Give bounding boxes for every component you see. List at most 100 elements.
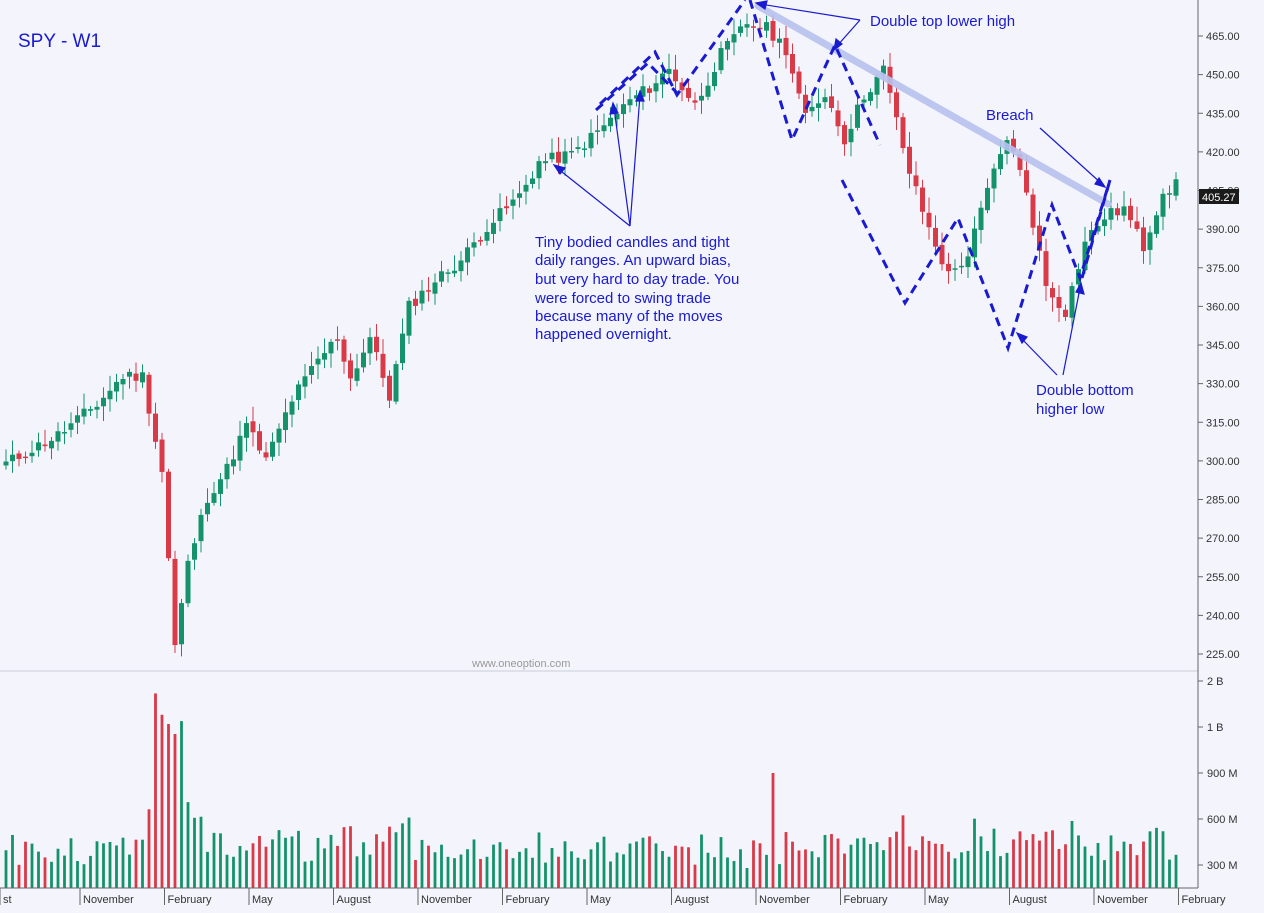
- candle-body: [3, 461, 9, 466]
- volume-bar: [342, 827, 346, 888]
- candle-body: [783, 37, 789, 56]
- volume-bar: [37, 851, 40, 888]
- candle-body: [257, 431, 262, 451]
- candle-body: [1167, 193, 1172, 195]
- volume-bar: [11, 834, 14, 888]
- candle-body: [621, 104, 626, 115]
- volume-bar: [1122, 841, 1126, 888]
- candle-body: [666, 68, 672, 74]
- candle-body: [374, 336, 379, 353]
- candle-body: [536, 161, 542, 179]
- volume-bar: [1129, 843, 1132, 888]
- candle-body: [816, 103, 821, 108]
- volume-bar: [466, 849, 469, 888]
- volume-bar: [1142, 841, 1145, 888]
- volume-bar: [693, 864, 697, 888]
- candle-body: [283, 412, 288, 431]
- candle-body: [270, 441, 275, 457]
- volume-bar: [388, 826, 391, 888]
- candle-body: [68, 423, 74, 430]
- volume-bar: [362, 842, 365, 888]
- volume-bar: [30, 843, 34, 888]
- volume-bar: [472, 839, 476, 888]
- candle-body: [49, 440, 54, 449]
- time-tick-label: May: [928, 894, 949, 906]
- time-tick-label: November: [759, 894, 810, 906]
- volume-bar: [147, 809, 151, 888]
- annotation-higher-low: higher low: [1036, 401, 1105, 418]
- candle-body: [803, 94, 808, 113]
- volume-bar: [940, 844, 944, 888]
- candle-body: [1043, 251, 1049, 286]
- watermark: www.oneoption.com: [471, 658, 570, 670]
- volume-bar: [1135, 855, 1139, 888]
- volume-bar: [69, 838, 73, 888]
- volume-bar: [323, 848, 326, 888]
- time-tick-label: February: [844, 894, 889, 906]
- candle-body: [75, 415, 80, 423]
- volume-bar: [862, 837, 866, 888]
- candle-body: [478, 240, 483, 242]
- candle-body: [179, 603, 184, 645]
- volume-bar: [596, 842, 599, 888]
- volume-bar: [297, 830, 300, 888]
- volume-bar: [414, 860, 417, 888]
- volume-bar: [602, 836, 606, 888]
- volume-bar: [570, 851, 573, 888]
- candle-body: [1011, 138, 1016, 152]
- volume-bar: [199, 816, 203, 888]
- volume-bar: [277, 830, 281, 888]
- volume-tick-label: 600 M: [1207, 814, 1238, 826]
- candle-body: [10, 454, 15, 462]
- price-tick-label: 225.00: [1206, 649, 1240, 661]
- volume-bar: [329, 834, 333, 888]
- candle-body: [107, 390, 113, 400]
- annotation-tiny-candles: Tiny bodied candles and tight daily rang…: [534, 234, 739, 343]
- volume-bar: [173, 734, 177, 888]
- volume-bar: [212, 832, 216, 888]
- volume-bar: [888, 837, 892, 888]
- candle-body: [309, 366, 314, 375]
- volume-bar: [440, 844, 443, 888]
- candle-body: [965, 256, 971, 268]
- candle-body: [907, 146, 912, 174]
- candle-body: [731, 34, 737, 43]
- candle-body: [939, 244, 945, 265]
- candle-body: [55, 431, 61, 442]
- candle-body: [465, 247, 470, 263]
- volume-bar: [934, 843, 937, 888]
- volume-bar: [713, 857, 716, 888]
- volume-bar: [778, 864, 781, 888]
- volume-bar: [427, 845, 430, 888]
- price-tick-label: 255.00: [1206, 572, 1240, 584]
- volume-bar: [232, 856, 235, 888]
- price-tick-label: 435.00: [1206, 108, 1240, 120]
- time-tick-label: May: [590, 894, 611, 906]
- volume-bar: [999, 856, 1002, 888]
- volume-bar: [524, 848, 528, 888]
- volume-bar: [17, 864, 21, 888]
- candle-body: [582, 148, 587, 150]
- annotation-breach: Breach: [986, 107, 1034, 124]
- volume-bar: [635, 841, 638, 888]
- volume-bar: [1057, 849, 1061, 888]
- price-tick-label: 300.00: [1206, 456, 1240, 468]
- volume-bar: [921, 836, 924, 888]
- candle-body: [114, 381, 119, 392]
- candle-body: [614, 113, 620, 120]
- candle-body: [595, 130, 600, 132]
- price-tick-label: 270.00: [1206, 533, 1240, 545]
- time-tick-label: November: [83, 894, 134, 906]
- volume-bar: [856, 838, 859, 888]
- annotation-arrows: [552, 0, 1107, 376]
- candle-body: [185, 560, 191, 604]
- candle-body: [946, 263, 951, 272]
- candle-body: [744, 24, 750, 28]
- candle-body: [224, 463, 230, 480]
- volume-bar: [433, 852, 437, 888]
- double-bottom-right: [1080, 179, 1112, 279]
- volume-bar: [108, 841, 112, 888]
- volume-bar: [186, 802, 190, 888]
- candle-body: [777, 38, 782, 43]
- candle-body: [653, 83, 659, 92]
